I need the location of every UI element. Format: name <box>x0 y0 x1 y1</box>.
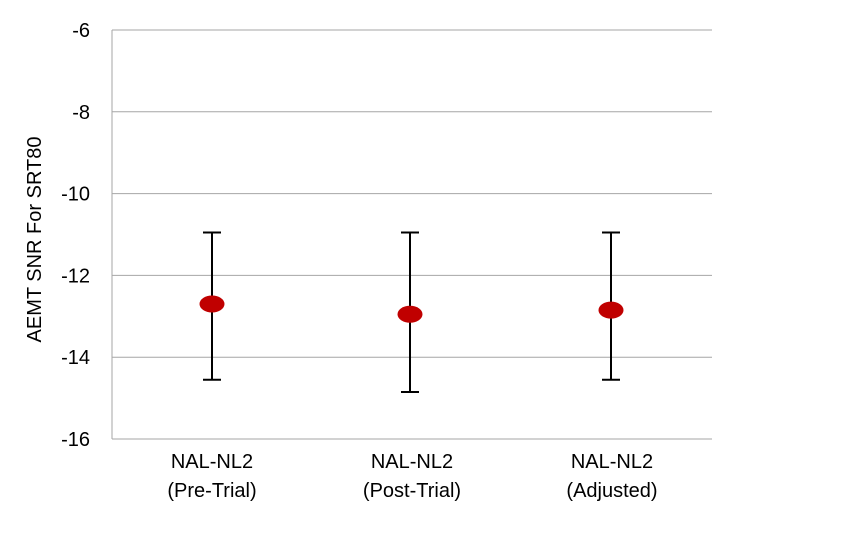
data-point <box>397 305 423 323</box>
x-category-label: (Post-Trial) <box>363 480 461 502</box>
gridlines <box>112 29 712 440</box>
y-tick-label: -8 <box>72 102 90 124</box>
y-tick-labels: -6 -8 -10 -12 -14 -16 <box>61 20 90 451</box>
y-tick-label: -10 <box>61 184 90 206</box>
data-point <box>598 301 624 319</box>
x-category-label: NAL-NL2 <box>171 451 253 473</box>
y-tick-label: -14 <box>61 347 90 369</box>
data-point <box>199 295 225 313</box>
x-category-label: (Adjusted) <box>566 480 657 502</box>
y-tick-label: -16 <box>61 429 90 451</box>
data-points <box>199 295 624 323</box>
y-tick-label: -12 <box>61 265 90 287</box>
y-axis-title: AEMT SNR For SRT80 <box>24 137 46 343</box>
y-tick-label: -6 <box>72 20 90 42</box>
x-category-label: NAL-NL2 <box>371 451 453 473</box>
x-category-label: (Pre-Trial) <box>167 480 256 502</box>
x-category-labels: NAL-NL2 (Pre-Trial) NAL-NL2 (Post-Trial) NAL… <box>167 451 657 502</box>
x-category-label: NAL-NL2 <box>571 451 653 473</box>
